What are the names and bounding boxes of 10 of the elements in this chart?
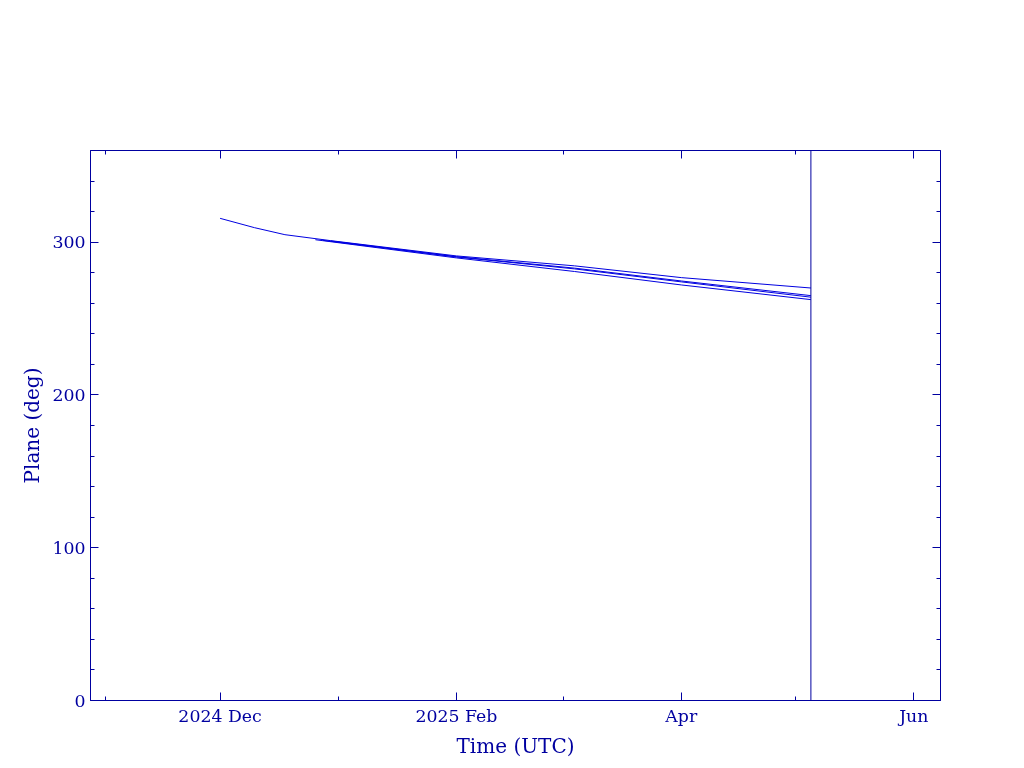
x-axis-title: Time (UTC): [456, 733, 575, 758]
x-tick-label: Jun: [897, 705, 929, 726]
y-tick-label: 300: [52, 232, 86, 253]
y-tick-label: 200: [52, 384, 86, 405]
x-tick-label: 2024 Dec: [178, 705, 262, 726]
x-tick-label: 2025 Feb: [415, 705, 498, 726]
y-tick-label: 0: [74, 690, 86, 711]
y-tick-label: 100: [52, 537, 86, 558]
y-axis-title: Plane (deg): [20, 367, 45, 484]
x-tick-label: Apr: [664, 705, 698, 726]
